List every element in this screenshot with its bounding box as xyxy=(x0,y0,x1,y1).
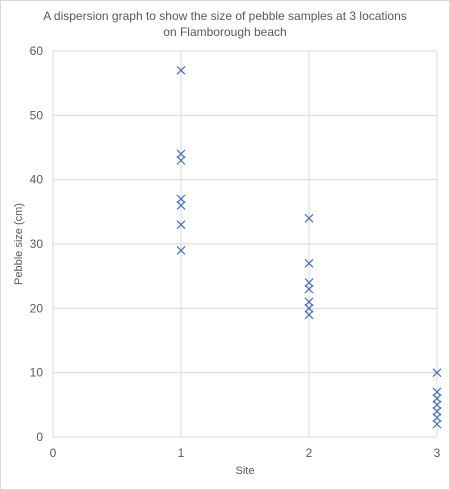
marker-stroke xyxy=(176,246,186,255)
y-tick-label: 0 xyxy=(36,430,43,444)
data-point-marker xyxy=(176,194,186,204)
x-tick-label: 3 xyxy=(434,446,441,460)
marker-stroke xyxy=(304,303,314,313)
marker-stroke xyxy=(432,393,442,403)
marker-stroke xyxy=(304,258,314,268)
x-tick-label: 2 xyxy=(306,446,313,460)
grid-layer xyxy=(52,50,438,438)
tick-labels: 0 10 20 30 40 50 60 0 1 2 3 xyxy=(30,44,441,460)
data-point-marker xyxy=(176,200,186,210)
data-point-marker xyxy=(176,65,186,75)
data-point-marker xyxy=(304,303,314,313)
marker-stroke xyxy=(176,200,186,210)
data-point-marker xyxy=(176,246,186,255)
marker-stroke xyxy=(304,213,314,223)
marker-stroke xyxy=(432,413,442,423)
marker-stroke xyxy=(304,284,314,294)
marker-stroke xyxy=(304,278,314,288)
chart-title-line-2: on Flamborough beach xyxy=(163,25,286,39)
data-point-marker xyxy=(304,278,314,288)
marker-stroke xyxy=(432,368,442,378)
data-point-marker xyxy=(304,310,314,320)
marker-stroke xyxy=(432,387,442,397)
data-point-marker xyxy=(176,155,186,165)
data-point-marker xyxy=(176,220,186,230)
y-axis-title: Pebble size (cm) xyxy=(13,203,25,285)
marker-stroke xyxy=(304,297,314,307)
y-tick-label: 20 xyxy=(30,301,44,315)
chart-title-line-1: A dispersion graph to show the size of p… xyxy=(43,9,407,23)
data-point-marker xyxy=(432,368,442,378)
data-point-marker xyxy=(432,393,442,403)
y-tick-label: 50 xyxy=(30,108,44,122)
y-tick-label: 40 xyxy=(30,173,44,187)
x-axis-title: Site xyxy=(236,465,255,477)
marker-stroke xyxy=(176,155,186,165)
data-point-marker xyxy=(432,406,442,416)
data-point-marker xyxy=(432,419,442,429)
data-point-marker xyxy=(304,297,314,307)
data-point-marker xyxy=(432,387,442,397)
data-point-marker xyxy=(176,149,186,159)
data-points xyxy=(176,65,442,429)
x-tick-label: 0 xyxy=(50,446,57,460)
data-point-marker xyxy=(304,258,314,268)
y-tick-label: 10 xyxy=(30,366,44,380)
y-tick-label: 30 xyxy=(30,237,44,251)
marker-stroke xyxy=(304,310,314,320)
data-point-marker xyxy=(432,400,442,410)
marker-stroke xyxy=(176,149,186,159)
marker-stroke xyxy=(432,406,442,416)
x-tick-label: 1 xyxy=(178,446,185,460)
data-point-marker xyxy=(432,413,442,423)
marker-stroke xyxy=(176,220,186,230)
marker-stroke xyxy=(432,400,442,410)
data-point-marker xyxy=(304,284,314,294)
chart-title: A dispersion graph to show the size of p… xyxy=(43,9,407,39)
data-point-marker xyxy=(304,213,314,223)
marker-stroke xyxy=(432,419,442,429)
y-tick-label: 60 xyxy=(30,44,44,58)
marker-stroke xyxy=(176,65,186,75)
marker-stroke xyxy=(176,194,186,204)
